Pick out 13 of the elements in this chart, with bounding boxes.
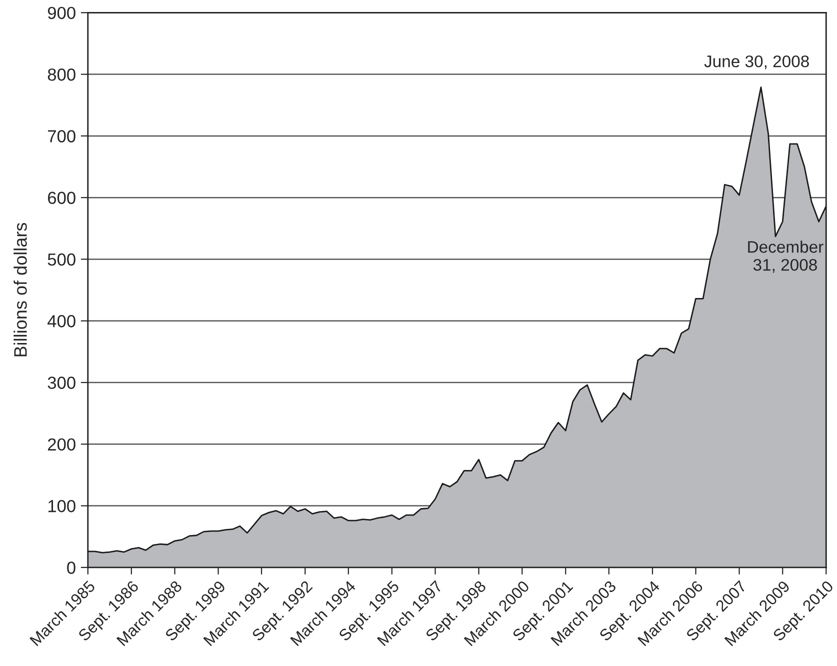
y-tick-label: 100 [48, 500, 76, 512]
y-tick-label: 600 [48, 192, 76, 204]
y-tick-label: 900 [48, 6, 76, 20]
annotation: June 30, 2008 [704, 55, 809, 70]
y-tick-label: 700 [48, 130, 76, 142]
y-tick-label: 200 [48, 438, 76, 451]
annotation: December 31, 2008 [748, 240, 824, 273]
y-tick-label: 800 [48, 68, 76, 81]
y-tick-label: 500 [48, 253, 76, 266]
y-tick-label: 400 [48, 315, 76, 328]
y-tick-label: 300 [48, 376, 76, 389]
y-axis-title: Billions of dollars [14, 222, 27, 356]
y-tick-label: 0 [67, 562, 76, 574]
